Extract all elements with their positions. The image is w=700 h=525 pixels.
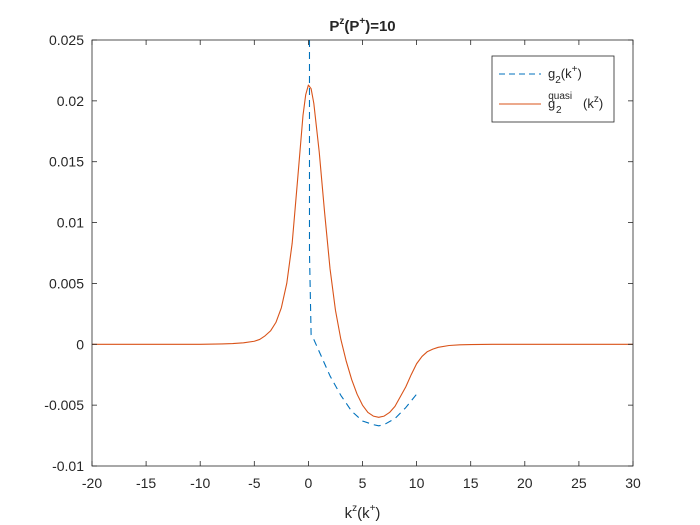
x-tick-label: -5 (248, 475, 261, 491)
x-tick-label: 10 (409, 475, 425, 491)
x-axis-ticks: -20 -15 -10 -5 0 5 10 15 20 25 30 (82, 40, 641, 491)
y-axis-ticks: -0.01 -0.005 0 0.005 0.01 0.015 0.02 0.025 (44, 32, 633, 474)
title-base: P (329, 18, 339, 35)
x-tick-label: 30 (625, 475, 641, 491)
legend-label-g2quasi: gquasi 2 (kz) (548, 91, 603, 116)
x-tick-label: 20 (517, 475, 533, 491)
y-tick-label: 0.02 (57, 93, 84, 109)
y-tick-label: -0.01 (52, 458, 84, 474)
y-tick-label: 0.025 (49, 32, 84, 48)
y-tick-label: 0.005 (49, 275, 84, 291)
y-tick-label: -0.005 (44, 397, 84, 413)
title-rest: =10 (370, 18, 395, 35)
legend: g2(k+) gquasi 2 (kz) (491, 55, 615, 123)
series-line-g2quasi (92, 84, 633, 418)
x-tick-label: 15 (463, 475, 479, 491)
xlabel-base-superscript: z (352, 503, 357, 514)
xlabel-base: k (345, 505, 353, 522)
title-paren-superscript: + (359, 16, 365, 27)
x-tick-label: 0 (305, 475, 313, 491)
legend-label-g2: g2(k+) (548, 64, 582, 86)
x-tick-label: 25 (571, 475, 587, 491)
series-line-g2 (308, 40, 418, 427)
y-tick-label: 0.015 (49, 154, 84, 170)
x-tick-label: -10 (190, 475, 210, 491)
x-axis-label: kz(k+) (345, 503, 381, 522)
title-base-superscript: z (339, 16, 344, 27)
y-tick-label: 0 (76, 336, 84, 352)
chart-title: Pz(P+)=10 (329, 16, 395, 35)
xlabel-paren-superscript: + (370, 503, 376, 514)
y-tick-label: 0.01 (57, 215, 84, 231)
x-tick-label: -15 (136, 475, 156, 491)
x-tick-label: 5 (359, 475, 367, 491)
title-paren-base: P (349, 18, 359, 35)
series-layer (92, 40, 633, 427)
legend-box (491, 55, 615, 123)
x-tick-label: -20 (82, 475, 102, 491)
xlabel-paren-base: k (362, 505, 370, 522)
